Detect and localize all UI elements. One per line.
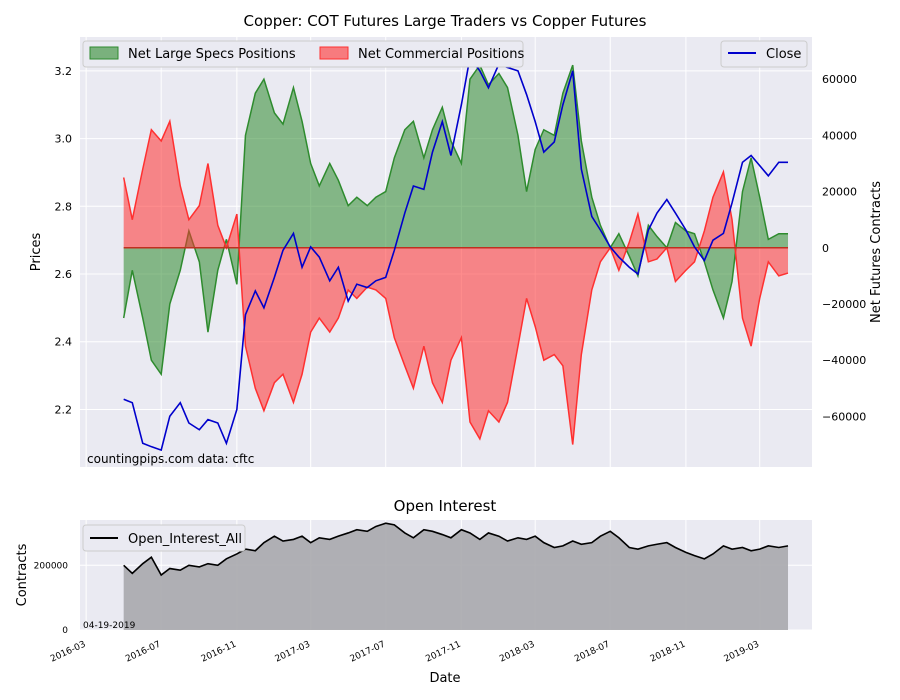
right-y-tick-label: 20000 xyxy=(822,186,857,199)
legend-label-net-large-specs: Net Large Specs Positions xyxy=(128,47,296,62)
oi-x-ticks: 2016-03 2016-07 2016-11 2017-03 2017-07 2017-… xyxy=(49,640,761,665)
legend-swatch-net-commercial xyxy=(319,46,349,60)
oi-x-tick-label: 2016-11 xyxy=(200,640,238,665)
net-large-specs-line xyxy=(122,63,789,377)
oi-y-axis-label: Contracts xyxy=(15,543,30,606)
main-legend-right: Close xyxy=(720,40,808,68)
open-interest-area xyxy=(123,523,789,630)
left-y-tick-label: 2.8 xyxy=(55,200,73,213)
main-area-series xyxy=(122,63,789,445)
source-credit: countingpips.com data: cftc xyxy=(87,452,254,466)
close-line-series xyxy=(123,55,789,452)
oi-x-tick-label: 2019-03 xyxy=(723,640,761,665)
net-commercial-area xyxy=(123,121,789,445)
oi-x-tick-label: 2017-11 xyxy=(424,640,462,665)
oi-x-tick-label: 2016-03 xyxy=(49,640,87,665)
right-y-axis-label: Net Futures Contracts xyxy=(869,181,884,323)
right-y-tick-label: −60000 xyxy=(822,410,866,423)
oi-x-tick-label: 2017-03 xyxy=(274,640,312,665)
oi-legend: Open_Interest_All xyxy=(82,524,246,552)
right-y-tick-label: 0 xyxy=(822,242,829,255)
left-y-tick-label: 2.6 xyxy=(55,268,73,281)
oi-x-tick-label: 2018-03 xyxy=(498,640,536,665)
right-y-tick-label: 60000 xyxy=(822,73,857,86)
left-y-tick-label: 3.0 xyxy=(55,133,73,146)
net-commercial-line xyxy=(122,118,789,445)
left-y-axis-label: Prices xyxy=(29,233,44,272)
right-y-tick-label: −20000 xyxy=(822,298,866,311)
legend-label-net-commercial: Net Commercial Positions xyxy=(358,47,524,62)
oi-area-series xyxy=(123,522,789,630)
legend-swatch-net-large-specs xyxy=(89,46,119,60)
right-y-tick-label: 40000 xyxy=(822,129,857,142)
right-y-tick-label: −40000 xyxy=(822,354,866,367)
left-y-ticks: 2.2 2.4 2.6 2.8 3.0 3.2 xyxy=(55,65,73,417)
oi-x-tick-label: 2018-11 xyxy=(649,640,687,665)
legend-label-close: Close xyxy=(766,47,801,62)
oi-y-ticks: 0 200000 xyxy=(34,561,69,636)
right-y-ticks: −60000 −40000 −20000 0 20000 40000 60000 xyxy=(822,73,866,423)
main-legend-left: Net Large Specs Positions Net Commercial… xyxy=(82,40,524,68)
main-chart-title: Copper: COT Futures Large Traders vs Cop… xyxy=(244,12,647,30)
oi-x-tick-label: 2018-07 xyxy=(573,640,611,665)
left-y-tick-label: 2.4 xyxy=(55,336,73,349)
oi-x-axis-label: Date xyxy=(429,671,460,686)
oi-date-annotation: 04-19-2019 xyxy=(83,621,136,631)
open-interest-line xyxy=(123,522,789,577)
oi-y-tick-label: 0 xyxy=(62,626,68,636)
close-line xyxy=(123,55,789,452)
left-y-tick-label: 3.2 xyxy=(55,65,73,78)
legend-label-open-interest: Open_Interest_All xyxy=(128,532,242,547)
oi-x-tick-label: 2017-07 xyxy=(349,640,387,665)
oi-y-tick-label: 200000 xyxy=(34,561,69,571)
oi-chart-title: Open Interest xyxy=(394,497,497,515)
net-large-specs-area xyxy=(123,65,789,375)
oi-x-tick-label: 2016-07 xyxy=(124,640,162,665)
left-y-tick-label: 2.2 xyxy=(55,403,73,416)
